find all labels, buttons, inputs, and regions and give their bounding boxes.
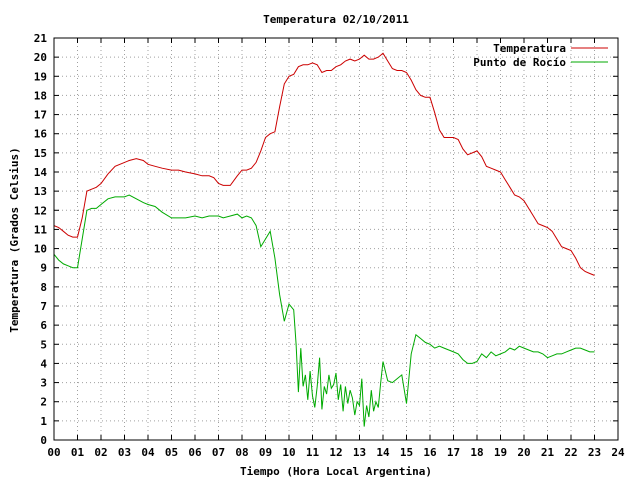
x-tick-label: 17 — [447, 446, 460, 459]
y-tick-label: 11 — [34, 223, 48, 236]
x-tick-label: 02 — [94, 446, 107, 459]
x-tick-label: 24 — [611, 446, 625, 459]
x-tick-label: 03 — [118, 446, 131, 459]
x-tick-label: 15 — [400, 446, 413, 459]
x-tick-label: 16 — [423, 446, 437, 459]
x-tick-label: 12 — [329, 446, 342, 459]
y-tick-label: 16 — [34, 128, 48, 141]
y-tick-label: 3 — [40, 377, 47, 390]
x-tick-label: 05 — [165, 446, 178, 459]
x-tick-label: 18 — [470, 446, 483, 459]
x-tick-label: 20 — [517, 446, 530, 459]
legend-label-1: Temperatura — [493, 42, 566, 55]
x-tick-label: 13 — [353, 446, 366, 459]
y-tick-label: 15 — [34, 147, 47, 160]
x-tick-label: 23 — [588, 446, 601, 459]
x-tick-label: 09 — [259, 446, 272, 459]
y-tick-label: 20 — [34, 51, 47, 64]
y-tick-label: 0 — [40, 434, 47, 447]
x-axis-label: Tiempo (Hora Local Argentina) — [240, 465, 432, 478]
y-tick-label: 5 — [40, 338, 47, 351]
y-tick-label: 13 — [34, 185, 47, 198]
series-group — [53, 52, 595, 427]
x-tick-label: 00 — [47, 446, 60, 459]
x-axis-ticks: 00 01 02 03 04 05 06 07 08 09 10 11 12 13 14 15 16 17 18 19… — [47, 38, 625, 459]
y-tick-label: 8 — [40, 281, 47, 294]
y-tick-label: 4 — [40, 357, 47, 370]
y-tick-label: 14 — [34, 166, 48, 179]
chart-grid — [54, 38, 618, 440]
y-tick-label: 17 — [34, 109, 47, 122]
y-tick-label: 9 — [40, 262, 47, 275]
series-line-2 — [53, 194, 595, 427]
x-tick-label: 22 — [564, 446, 577, 459]
x-tick-label: 14 — [376, 446, 390, 459]
y-tick-label: 7 — [40, 300, 47, 313]
x-tick-label: 08 — [235, 446, 248, 459]
x-tick-label: 01 — [71, 446, 85, 459]
x-tick-label: 19 — [494, 446, 507, 459]
y-tick-label: 10 — [34, 243, 47, 256]
series-line-1 — [53, 52, 595, 276]
x-tick-label: 04 — [141, 446, 155, 459]
x-tick-label: 11 — [306, 446, 320, 459]
x-tick-label: 06 — [188, 446, 202, 459]
x-tick-label: 07 — [212, 446, 225, 459]
chart-title: Temperatura 02/10/2011 — [263, 13, 409, 26]
y-tick-label: 12 — [34, 204, 47, 217]
y-axis-label: Temperatura (Grados Celsius) — [8, 147, 21, 332]
y-tick-label: 1 — [40, 415, 47, 428]
y-tick-label: 19 — [34, 70, 47, 83]
y-tick-label: 21 — [34, 32, 48, 45]
legend-label-2: Punto de Rocío — [473, 56, 566, 69]
y-tick-label: 2 — [40, 396, 47, 409]
x-tick-label: 21 — [541, 446, 555, 459]
y-tick-label: 6 — [40, 319, 47, 332]
y-tick-label: 18 — [34, 89, 47, 102]
x-tick-label: 10 — [282, 446, 295, 459]
